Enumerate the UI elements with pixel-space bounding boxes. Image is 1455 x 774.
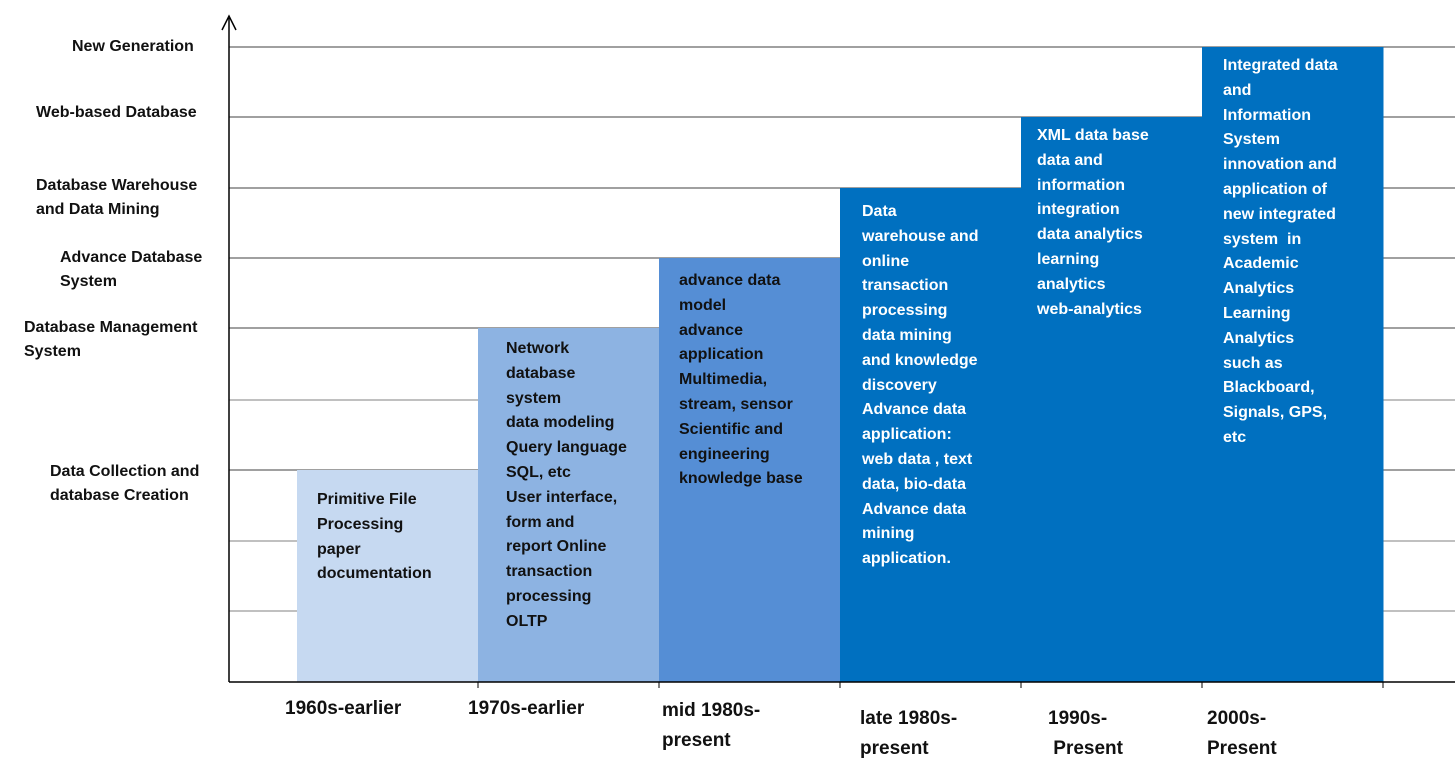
y-tick-label: New Generation: [72, 38, 194, 55]
bar-data-label: Primitive File Processing paper document…: [317, 491, 432, 583]
axes: [221, 14, 1455, 688]
bar-data-label: Data warehouse and online transaction pr…: [862, 203, 979, 568]
bar-2: [478, 328, 660, 682]
y-axis-arrow-icon: [221, 14, 237, 31]
bar-data-label: Network database system data modeling Qu…: [506, 340, 627, 630]
y-tick-label: Database Warehouse and Data Mining: [36, 177, 198, 218]
x-tick-label: mid 1980s- present: [662, 700, 761, 751]
x-tick-label: 1960s-earlier: [285, 698, 402, 719]
y-tick-label: Data Collection and database Creation: [50, 463, 200, 504]
y-tick-label: Database Management System: [24, 319, 198, 360]
bar-4: [840, 188, 1022, 682]
bar-1: [297, 470, 479, 682]
bars: [297, 47, 1384, 682]
bar-data-label: XML data base data and information integ…: [1037, 127, 1149, 318]
x-tick-label: late 1980s- present: [860, 708, 958, 759]
bar-6: [1202, 47, 1384, 682]
x-tick-label: 1970s-earlier: [468, 698, 585, 719]
y-tick-label: Web-based Database: [36, 104, 197, 121]
x-tick-label: 1990s- Present: [1048, 708, 1123, 759]
bar-5: [1021, 117, 1203, 682]
x-tick-label: 2000s- Present: [1207, 708, 1277, 759]
bar-3: [659, 258, 841, 682]
bar-data-label: Integrated data and Information System i…: [1223, 57, 1338, 446]
y-tick-label: Advance Database System: [60, 249, 203, 290]
bar-data-label: advance data model advance application M…: [679, 272, 803, 488]
